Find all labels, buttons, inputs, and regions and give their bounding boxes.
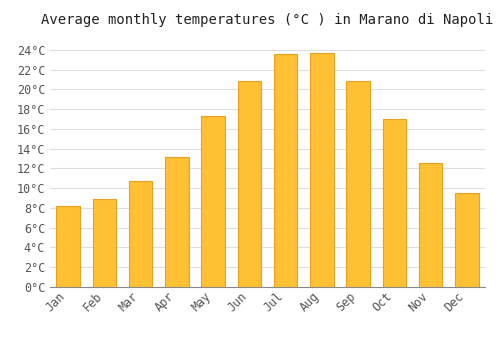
Bar xyxy=(165,156,188,287)
Bar xyxy=(274,54,297,287)
Bar xyxy=(382,119,406,287)
Bar xyxy=(92,199,116,287)
Bar xyxy=(202,116,225,287)
Bar xyxy=(238,82,261,287)
Bar xyxy=(455,193,478,287)
Bar xyxy=(346,82,370,287)
Bar xyxy=(419,163,442,287)
Bar xyxy=(310,53,334,287)
Bar xyxy=(56,206,80,287)
Bar xyxy=(129,181,152,287)
Title: Average monthly temperatures (°C ) in Marano di Napoli: Average monthly temperatures (°C ) in Ma… xyxy=(42,13,494,27)
